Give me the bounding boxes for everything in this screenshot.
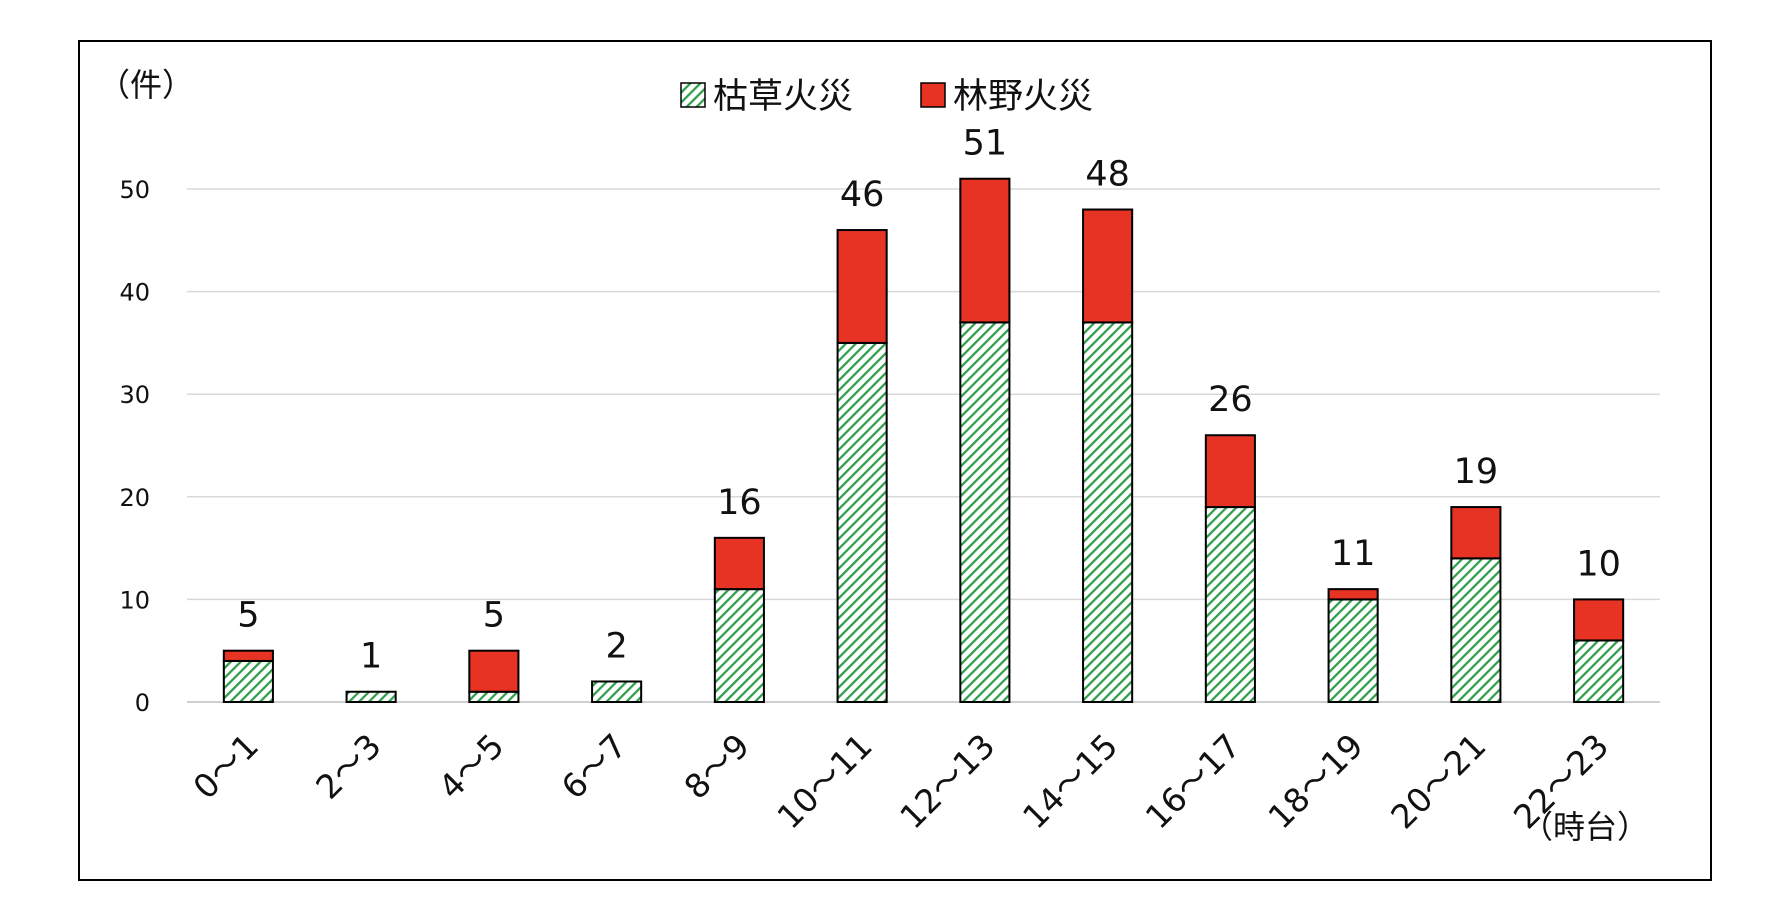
bar-rinya	[1450, 506, 1502, 560]
bar-kareku	[1327, 598, 1379, 704]
total-label: 26	[1208, 380, 1253, 420]
y-tick-label: 30	[119, 381, 150, 409]
bar-rinya	[836, 229, 888, 344]
bar-kareku	[222, 659, 274, 704]
total-label: 19	[1454, 452, 1499, 492]
total-label: 5	[237, 596, 259, 636]
y-tick-label: 10	[119, 586, 150, 614]
bar-kareku	[959, 321, 1011, 703]
bar-rinya	[959, 177, 1011, 324]
bar-kareku	[1573, 639, 1625, 704]
total-label: 51	[963, 124, 1008, 164]
bar-rinya	[1327, 588, 1379, 601]
total-label: 16	[717, 483, 762, 523]
x-unit-label: （時台）	[1521, 808, 1649, 846]
bars	[222, 177, 1625, 704]
bar-kareku	[1204, 506, 1256, 703]
legend-label-kareku: 枯草火災	[713, 77, 853, 117]
legend-swatch-rinya	[920, 82, 946, 108]
y-axis-ticks: 0 10 20 30 40 50	[119, 176, 150, 717]
y-tick-label: 40	[119, 279, 150, 307]
total-label: 5	[483, 596, 505, 636]
y-unit-label: （件）	[98, 66, 194, 104]
bar-rinya	[1204, 434, 1256, 509]
total-label: 48	[1085, 155, 1130, 195]
bar-kareku	[1450, 557, 1502, 703]
y-tick-label: 50	[119, 176, 150, 204]
chart-border	[78, 40, 1712, 881]
bar-rinya	[713, 536, 765, 591]
grid-lines	[187, 188, 1660, 703]
bar-rinya	[468, 649, 520, 693]
legend-label-rinya: 林野火災	[953, 77, 1093, 117]
bar-rinya	[1082, 208, 1134, 324]
bar-kareku	[345, 690, 397, 703]
legend-swatch-kareku	[680, 82, 706, 108]
total-label: 1	[360, 637, 382, 677]
bar-kareku	[1082, 321, 1134, 703]
total-label: 11	[1331, 534, 1376, 574]
bar-kareku	[713, 588, 765, 704]
y-tick-label: 0	[135, 689, 150, 717]
bar-kareku	[836, 341, 888, 703]
y-tick-label: 20	[119, 484, 150, 512]
total-label: 10	[1576, 544, 1621, 584]
bar-kareku	[591, 680, 643, 703]
total-label: 2	[605, 626, 627, 666]
legend: 枯草火災 林野火災	[680, 77, 1093, 117]
bar-kareku	[468, 690, 520, 703]
bar-rinya	[222, 649, 274, 662]
total-label: 46	[840, 175, 885, 215]
bar-rinya	[1573, 598, 1625, 642]
